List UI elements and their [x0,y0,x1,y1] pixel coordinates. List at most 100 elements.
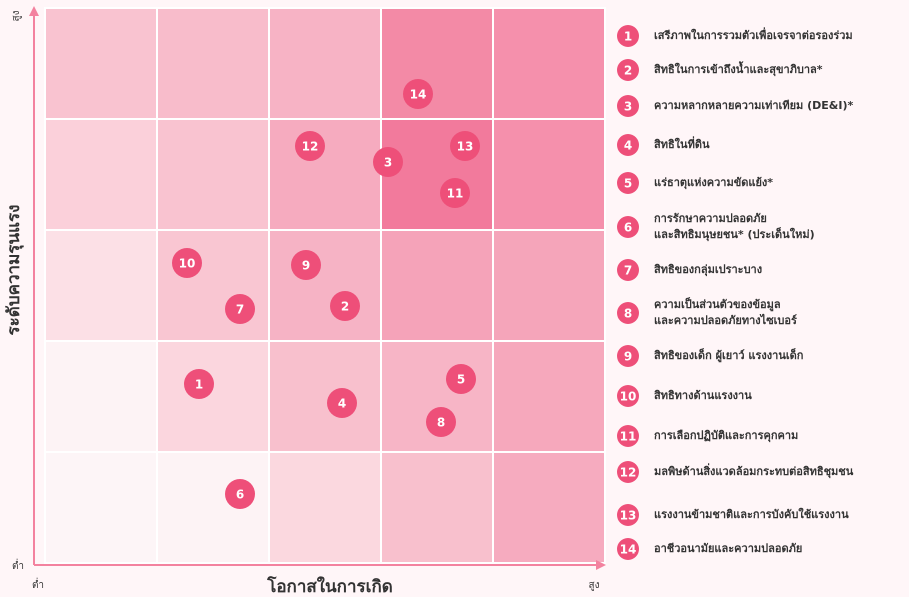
legend-text: อาชีวอนามัยและความปลอดภัย [654,542,802,555]
legend-number: 13 [620,509,637,523]
legend-number: 8 [624,307,632,321]
cell [156,7,270,120]
x-high: สูง [589,580,600,591]
legend-marker [617,259,639,281]
legend-number: 3 [624,100,632,114]
bubble [426,407,456,437]
bubble [295,131,325,161]
legend-text: แรงงานข้ามชาติและการบังคับใช้แรงงาน [654,507,849,521]
cell [492,451,606,564]
legend-number: 9 [624,350,632,364]
cell [380,229,494,342]
bubble-number: 3 [384,156,392,170]
legend-number: 12 [620,466,637,480]
bubble-number: 7 [236,303,244,317]
legend-text: การเลือกปฏิบัติและการคุกคาม [654,429,798,443]
legend-marker [617,134,639,156]
legend-text: สิทธิทางด้านแรงงาน [654,389,753,402]
y-low: ต่ำ [12,558,24,572]
legend-number: 5 [624,177,632,191]
bubble-number: 2 [341,300,349,314]
cell [492,229,606,342]
legend-number: 1 [624,30,632,44]
grid [44,7,606,564]
bubble-number: 9 [302,259,310,273]
bubble [327,388,357,418]
legend-text: สิทธิในการเข้าถึงน้ำและสุขาภิบาล* [654,61,823,77]
bubble-number: 14 [410,88,427,102]
cell [156,229,270,342]
cell [492,7,606,120]
y-arrow [29,6,39,16]
cell [380,7,494,120]
cell [268,451,382,564]
y-high: สูง [11,10,22,21]
legend-marker [617,461,639,483]
cell [492,118,606,231]
legend-marker [617,504,639,526]
bubble-number: 10 [179,257,196,271]
cell [44,7,158,120]
bubble [450,131,480,161]
bubble [440,178,470,208]
cell [44,118,158,231]
cell [44,451,158,564]
bubble-number: 8 [437,416,445,430]
legend-text: การรักษาความปลอดภัย [654,212,767,225]
bubble [373,147,403,177]
bubble-number: 1 [195,378,203,392]
legend-marker [617,216,639,238]
bubble-number: 12 [302,140,319,154]
cell [268,229,382,342]
legend-text: สิทธิของกลุ่มเปราะบาง [654,263,762,277]
cell [268,340,382,453]
legend-marker [617,172,639,194]
y-label: ระดับความรุนแรง [4,205,24,336]
legend-marker [617,25,639,47]
bubble-number: 4 [338,397,346,411]
legend-text: และความปลอดภัยทางไซเบอร์ [654,313,797,327]
legend-text: ความหลากหลายความเท่าเทียม (DE&I)* [654,99,853,112]
legend-text: ความเป็นส่วนตัวของข้อมูล [654,297,781,312]
cell [268,7,382,120]
legend-number: 11 [620,430,637,444]
cell [380,118,494,231]
bubble-number: 5 [457,373,465,387]
x-label: โอกาสในการเกิด [266,576,393,597]
legend-marker [617,538,639,560]
cell [44,340,158,453]
legend-text: สิทธิในที่ดิน [654,136,710,151]
legend-text: เสรีภาพในการรวมตัวเพื่อเจรจาต่อรองร่วม [654,27,853,42]
bubble [446,364,476,394]
legend-text: สิทธิของเด็ก ผู้เยาว์ แรงงานเด็ก [654,348,804,363]
bubble [225,294,255,324]
bubble [225,479,255,509]
legend-number: 2 [624,64,632,78]
cell [44,229,158,342]
legend-number: 6 [624,221,632,235]
legend-text: แร่ธาตุแห่งความขัดแย้ง* [654,176,773,190]
legend-text: และสิทธิมนุษยชน* (ประเด็นใหม่) [654,227,815,242]
cell [156,451,270,564]
legend-marker [617,385,639,407]
legend-number: 14 [620,543,637,557]
bubble-number: 6 [236,488,244,502]
legend-marker [617,95,639,117]
bubble [403,79,433,109]
legend-marker [617,425,639,447]
bubble-number: 11 [447,187,464,201]
bubble-number: 13 [457,140,474,154]
cell [268,118,382,231]
bubble [184,369,214,399]
legend-marker [617,345,639,367]
legend-marker [617,302,639,324]
legend-number: 4 [624,139,632,153]
x-arrow [596,560,606,570]
legend-number: 7 [624,264,632,278]
cell [156,340,270,453]
cell [380,451,494,564]
legend-number: 10 [620,390,637,404]
x-low: ต่ำ [32,577,44,591]
cell [156,118,270,231]
